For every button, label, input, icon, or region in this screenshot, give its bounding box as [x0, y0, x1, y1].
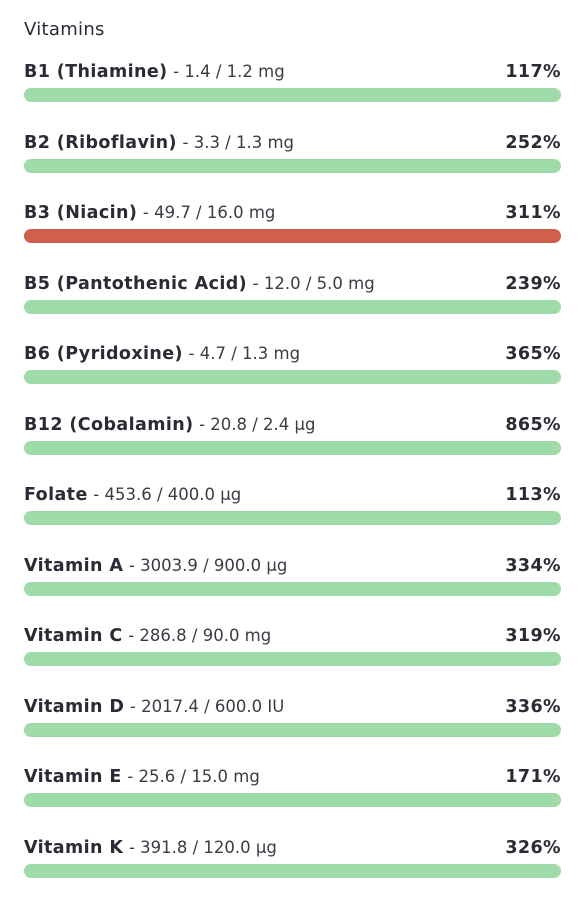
progress-bar — [24, 793, 561, 807]
section-title: Vitamins — [24, 19, 105, 40]
vitamin-amount: - 391.8 / 120.0 µg — [128, 837, 277, 857]
vitamin-percent: 252% — [505, 132, 561, 153]
vitamin-label: B12 (Cobalamin) - 20.8 / 2.4 µg — [24, 413, 316, 437]
vitamin-name: Folate — [24, 485, 88, 505]
vitamin-row: Vitamin K - 391.8 / 120.0 µg 326% — [24, 836, 561, 896]
vitamin-amount: - 453.6 / 400.0 µg — [93, 485, 242, 504]
vitamin-label: B2 (Riboflavin) - 3.3 / 1.3 mg — [24, 131, 294, 155]
vitamin-row: B1 (Thiamine) - 1.4 / 1.2 mg 117% — [24, 60, 561, 120]
vitamin-amount: - 4.7 / 1.3 mg — [188, 344, 301, 363]
progress-bar — [24, 88, 561, 102]
vitamin-row: B5 (Pantothenic Acid) - 12.0 / 5.0 mg 239… — [24, 272, 561, 332]
progress-bar — [24, 652, 561, 666]
vitamin-percent: 113% — [505, 485, 561, 505]
vitamin-label: Vitamin D - 2017.4 / 600.0 IU — [24, 695, 284, 719]
vitamin-label: Vitamin K - 391.8 / 120.0 µg — [24, 836, 277, 860]
vitamin-name: B5 (Pantothenic Acid) — [24, 273, 248, 294]
vitamin-percent: 336% — [505, 696, 561, 717]
progress-bar — [24, 299, 561, 314]
vitamin-name: B1 (Thiamine) — [24, 62, 168, 82]
vitamin-percent: 334% — [505, 555, 561, 576]
progress-bar — [24, 440, 561, 455]
vitamin-amount: - 20.8 / 2.4 µg — [199, 414, 316, 434]
vitamin-name: Vitamin A — [24, 555, 124, 576]
vitamin-amount: - 2017.4 / 600.0 IU — [129, 696, 285, 716]
vitamin-name: Vitamin C — [24, 626, 123, 646]
vitamin-row: Vitamin A - 3003.9 / 900.0 µg 334% — [24, 554, 561, 614]
vitamin-amount: - 12.0 / 5.0 mg — [252, 273, 375, 293]
vitamin-label: B3 (Niacin) - 49.7 / 16.0 mg — [24, 201, 275, 225]
vitamin-amount: - 25.6 / 15.0 mg — [127, 767, 260, 786]
vitamin-row: B12 (Cobalamin) - 20.8 / 2.4 µg 865% — [24, 413, 561, 473]
vitamin-label: Vitamin E - 25.6 / 15.0 mg — [24, 765, 260, 789]
vitamin-label: Vitamin A - 3003.9 / 900.0 µg — [24, 554, 287, 578]
vitamin-amount: - 49.7 / 16.0 mg — [142, 203, 276, 222]
vitamin-name: Vitamin D — [24, 696, 125, 717]
vitamin-percent: 319% — [505, 626, 561, 646]
vitamin-row: B3 (Niacin) - 49.7 / 16.0 mg 311% — [24, 201, 561, 261]
vitamin-percent: 117% — [505, 62, 561, 82]
vitamin-amount: - 3003.9 / 900.0 µg — [128, 555, 288, 575]
vitamin-row: Vitamin D - 2017.4 / 600.0 IU 336% — [24, 695, 561, 755]
vitamin-amount: - 286.8 / 90.0 mg — [128, 626, 272, 645]
progress-bar — [24, 229, 561, 243]
progress-bar — [24, 370, 561, 384]
vitamin-percent: 865% — [505, 414, 561, 435]
progress-bar — [24, 722, 561, 737]
vitamin-percent: 171% — [505, 767, 561, 787]
vitamin-name: B6 (Pyridoxine) — [24, 344, 183, 364]
vitamin-name: B2 (Riboflavin) — [24, 132, 177, 153]
vitamin-label: Vitamin C - 286.8 / 90.0 mg — [24, 624, 271, 648]
vitamin-row: B6 (Pyridoxine) - 4.7 / 1.3 mg 365% — [24, 342, 561, 402]
vitamin-row: B2 (Riboflavin) - 3.3 / 1.3 mg 252% — [24, 131, 561, 191]
vitamin-name: Vitamin K — [24, 837, 124, 858]
vitamin-name: Vitamin E — [24, 767, 122, 787]
vitamin-label: Folate - 453.6 / 400.0 µg — [24, 483, 241, 507]
vitamin-percent: 311% — [505, 203, 561, 223]
vitamin-label: B6 (Pyridoxine) - 4.7 / 1.3 mg — [24, 342, 300, 366]
vitamin-row: Folate - 453.6 / 400.0 µg 113% — [24, 483, 561, 543]
progress-bar — [24, 511, 561, 525]
vitamin-percent: 326% — [505, 837, 561, 858]
progress-bar — [24, 863, 561, 878]
progress-bar — [24, 581, 561, 596]
progress-bar — [24, 158, 561, 173]
vitamin-amount: - 1.4 / 1.2 mg — [173, 62, 285, 81]
vitamin-percent: 239% — [505, 273, 561, 294]
vitamin-label: B5 (Pantothenic Acid) - 12.0 / 5.0 mg — [24, 272, 375, 296]
vitamin-label: B1 (Thiamine) - 1.4 / 1.2 mg — [24, 60, 285, 84]
vitamin-row: Vitamin C - 286.8 / 90.0 mg 319% — [24, 624, 561, 684]
vitamin-name: B12 (Cobalamin) — [24, 414, 194, 435]
vitamin-amount: - 3.3 / 1.3 mg — [182, 132, 295, 152]
vitamin-row: Vitamin E - 25.6 / 15.0 mg 171% — [24, 765, 561, 825]
vitamin-name: B3 (Niacin) — [24, 203, 138, 223]
vitamin-percent: 365% — [505, 344, 561, 364]
